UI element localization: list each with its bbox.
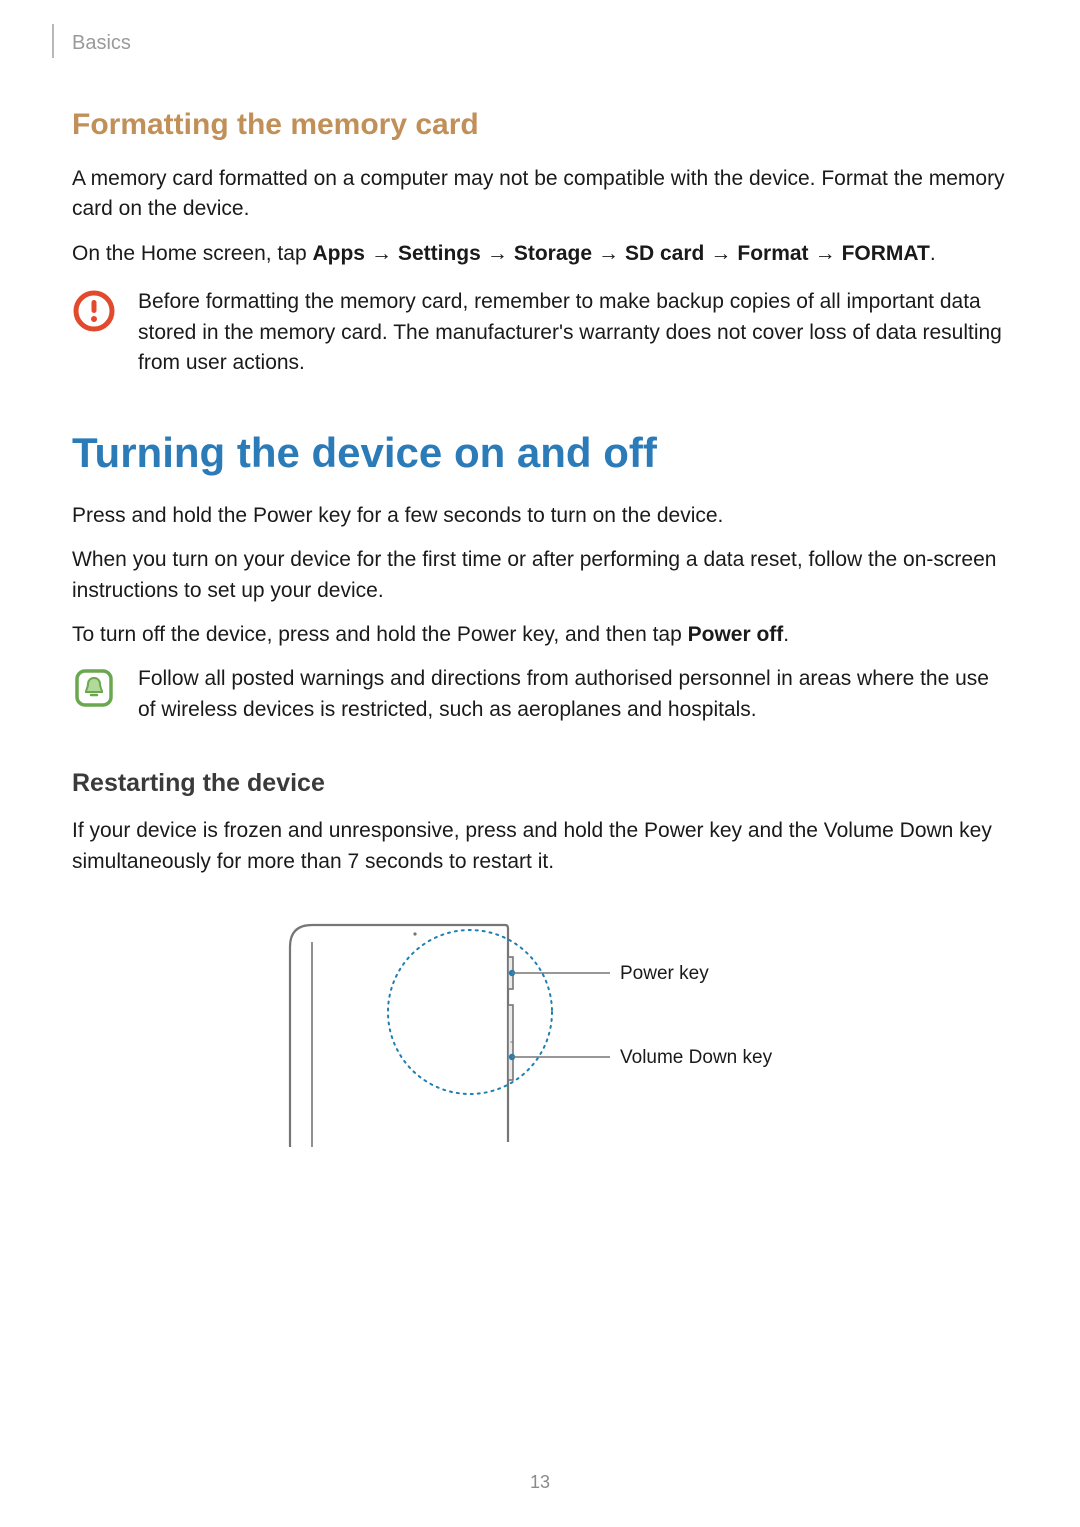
heading-formatting: Formatting the memory card <box>72 108 1008 142</box>
notice-icon <box>72 666 116 710</box>
caution-icon <box>72 289 116 333</box>
label-power-key: Power key <box>620 963 709 984</box>
nav-step-0: Apps <box>312 242 365 265</box>
turnoff-bold: Power off <box>688 623 784 646</box>
arrow-icon: → <box>704 242 737 265</box>
notice-text: Follow all posted warnings and direction… <box>138 664 1008 725</box>
breadcrumb: Basics <box>72 32 131 55</box>
turnoff-pre: To turn off the device, press and hold t… <box>72 623 688 646</box>
heading-turning: Turning the device on and off <box>72 429 1008 477</box>
caution-callout: Before formatting the memory card, remem… <box>72 287 1008 378</box>
arrow-icon: → <box>592 242 625 265</box>
nav-step-4: Format <box>737 242 808 265</box>
notice-callout: Follow all posted warnings and direction… <box>72 664 1008 725</box>
nav-step-5: FORMAT <box>842 242 930 265</box>
turnoff-post: . <box>783 623 789 646</box>
para-turn-on: Press and hold the Power key for a few s… <box>72 501 1008 531</box>
label-volume-down: Volume Down key <box>620 1047 773 1068</box>
header-rule <box>52 24 54 58</box>
arrow-icon: → <box>481 242 514 265</box>
arrow-icon: → <box>365 242 398 265</box>
para-first-time: When you turn on your device for the fir… <box>72 545 1008 606</box>
caution-text: Before formatting the memory card, remem… <box>138 287 1008 378</box>
format-instruction: On the Home screen, tap Apps→Settings→St… <box>72 239 1008 269</box>
page-number: 13 <box>0 1472 1080 1493</box>
device-diagram: Power key Volume Down key <box>260 907 820 1147</box>
heading-restart: Restarting the device <box>72 769 1008 798</box>
nav-step-2: Storage <box>514 242 592 265</box>
para-format-intro: A memory card formatted on a computer ma… <box>72 164 1008 225</box>
para-turn-off: To turn off the device, press and hold t… <box>72 620 1008 650</box>
instr-prefix: On the Home screen, tap <box>72 242 312 265</box>
instr-suffix: . <box>930 242 936 265</box>
page-content: Formatting the memory card A memory card… <box>72 108 1008 1147</box>
para-restart: If your device is frozen and unresponsiv… <box>72 816 1008 877</box>
nav-step-3: SD card <box>625 242 704 265</box>
device-diagram-container: Power key Volume Down key <box>72 907 1008 1147</box>
nav-step-1: Settings <box>398 242 481 265</box>
arrow-icon: → <box>809 242 842 265</box>
